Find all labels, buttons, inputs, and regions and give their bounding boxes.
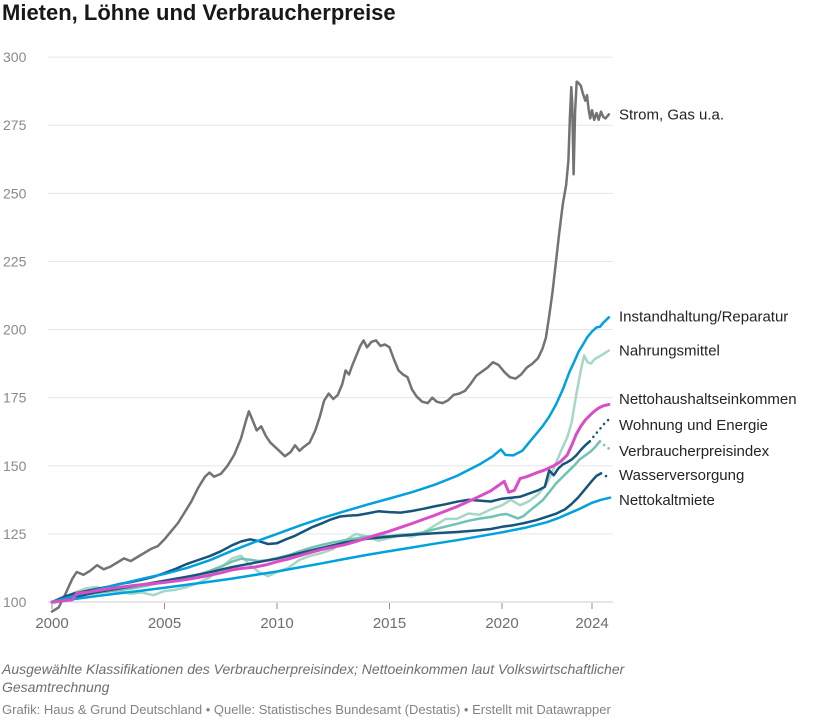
series-label-nahrungsmittel: Nahrungsmittel xyxy=(619,343,720,360)
y-axis-label: 150 xyxy=(3,458,27,474)
x-axis-label: 2015 xyxy=(373,615,406,632)
x-axis-label: 2024 xyxy=(575,615,608,632)
chart-title: Mieten, Löhne und Verbraucherpreise xyxy=(2,0,396,25)
y-axis-label: 275 xyxy=(3,117,27,133)
x-axis-label: 2020 xyxy=(485,615,518,632)
x-axis-label: 2005 xyxy=(148,615,181,632)
series-line-instandhaltung-reparatur xyxy=(50,316,611,604)
series-label-instandhaltung-reparatur: Instandhaltung/Reparatur xyxy=(619,309,788,326)
series-label-wasserversorgung: Wasserversorgung xyxy=(619,467,744,484)
x-axis-label: 2010 xyxy=(260,615,293,632)
series-label-verbraucherpreisindex: Verbraucherpreisindex xyxy=(619,443,770,460)
series-label-nettokaltmiete: Nettokaltmiete xyxy=(619,492,715,509)
series-line-wasserversorgung xyxy=(50,472,603,604)
line-chart: 100 125 150 175 200 225 250 275 300 2000 2005 2010 2… xyxy=(3,49,797,632)
chart-notes: Ausgewählte Klassifikationen des Verbrau… xyxy=(2,661,625,695)
y-axis-label: 225 xyxy=(3,253,27,269)
y-axis-label: 300 xyxy=(3,49,27,65)
series-label-strom-gas-u-a: Strom, Gas u.a. xyxy=(619,106,724,123)
series-line-dotted-wasserversorgung xyxy=(599,472,612,479)
series-line-dotted-wohnung-und-energie xyxy=(588,417,612,443)
y-axis-label: 100 xyxy=(3,594,27,610)
series-line-nettokaltmiete xyxy=(50,496,612,604)
y-axis-label: 125 xyxy=(3,526,27,542)
y-axis-label: 175 xyxy=(3,390,27,406)
x-axis-label: 2000 xyxy=(35,615,68,632)
y-axis-label: 250 xyxy=(3,185,27,201)
series-label-nettohaushaltseinkommen: Nettohaushaltseinkommen xyxy=(619,391,797,408)
series-line-strom-gas-u-a xyxy=(50,80,611,613)
chart-byline: Grafik: Haus & Grund Deutschland • Quell… xyxy=(2,702,611,717)
series-line-dotted-verbraucherpreisindex xyxy=(598,440,611,450)
series-label-wohnung-und-energie: Wohnung und Energie xyxy=(619,417,768,434)
y-axis-label: 200 xyxy=(3,322,27,338)
series-line-nettohaushaltseinkommen xyxy=(50,403,611,604)
